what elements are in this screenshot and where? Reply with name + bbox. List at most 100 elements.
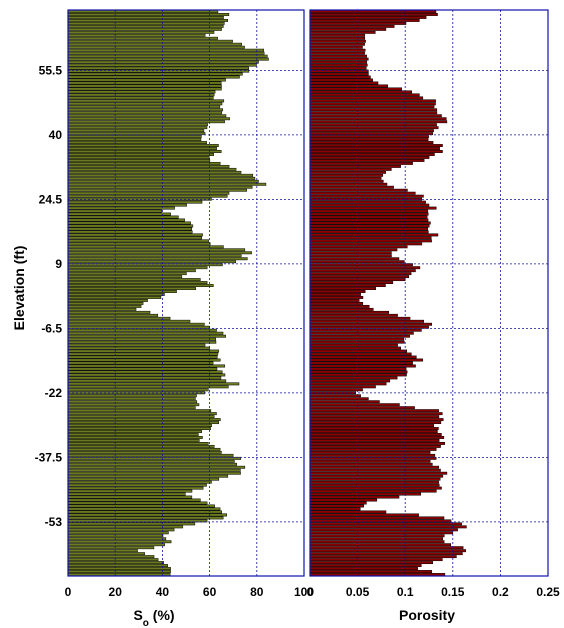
- saturation-bar: [67, 552, 145, 556]
- porosity-bar: [309, 409, 439, 413]
- porosity-bar: [309, 492, 422, 496]
- saturation-bar: [67, 138, 202, 142]
- porosity-bar: [309, 75, 371, 79]
- saturation-bar: [67, 543, 165, 547]
- saturation-bar: [67, 510, 222, 514]
- porosity-x-tick-label: 0.1: [397, 585, 414, 599]
- porosity-bar: [309, 33, 365, 37]
- saturation-bar: [67, 90, 216, 94]
- saturation-bar: [67, 45, 245, 49]
- saturation-bar: [67, 418, 221, 422]
- saturation-bar: [67, 260, 236, 264]
- porosity-bar: [309, 245, 408, 249]
- saturation-bar: [67, 206, 175, 210]
- porosity-bar: [309, 382, 387, 386]
- porosity-panel: 0 0.05 0.1 0.15 0.2 0.25: [307, 9, 560, 599]
- porosity-bar: [309, 552, 463, 556]
- porosity-bar: [309, 239, 432, 243]
- porosity-bar: [309, 123, 437, 127]
- saturation-x-tick-label: 0: [65, 585, 72, 599]
- porosity-bar: [309, 233, 439, 237]
- saturation-bar: [67, 397, 196, 401]
- saturation-bar: [67, 200, 203, 204]
- porosity-bar: [309, 391, 357, 395]
- saturation-bar: [67, 78, 226, 82]
- saturation-bar: [67, 462, 238, 466]
- porosity-bar: [309, 126, 439, 130]
- y-tick-label: 55.5: [39, 63, 63, 77]
- saturation-bar: [67, 156, 210, 159]
- saturation-bar: [67, 486, 204, 490]
- porosity-bar: [309, 436, 445, 439]
- porosity-frame: [309, 9, 549, 577]
- saturation-bar: [67, 173, 254, 177]
- porosity-bar: [309, 209, 429, 213]
- x-axis-label-saturation: So (%): [133, 607, 174, 628]
- porosity-bar: [309, 108, 438, 112]
- porosity-bar: [309, 418, 444, 422]
- porosity-bar: [309, 495, 400, 499]
- saturation-bar: [67, 495, 193, 499]
- porosity-bar: [309, 528, 458, 532]
- porosity-bar: [309, 573, 446, 576]
- porosity-bar: [309, 284, 386, 287]
- porosity-x-tick-label: 0.05: [346, 585, 370, 599]
- saturation-bar: [67, 346, 210, 350]
- porosity-x-tick-label: 0: [307, 585, 314, 599]
- saturation-bar: [67, 465, 246, 469]
- porosity-bar: [309, 525, 467, 529]
- porosity-x-tick-label: 0.25: [536, 585, 560, 599]
- saturation-bar: [67, 129, 205, 133]
- saturation-bar: [67, 269, 196, 273]
- porosity-bar: [309, 307, 374, 311]
- porosity-bar: [309, 453, 436, 457]
- porosity-bar: [309, 534, 445, 538]
- saturation-bar: [67, 349, 220, 353]
- saturation-bar: [67, 227, 193, 231]
- porosity-x-tick-label: 0.15: [441, 585, 465, 599]
- saturation-bar: [67, 27, 222, 31]
- saturation-bar: [67, 161, 221, 165]
- porosity-bar: [309, 87, 402, 91]
- saturation-bar: [67, 498, 201, 502]
- saturation-bar: [67, 284, 214, 287]
- porosity-bar: [309, 379, 391, 383]
- saturation-bar: [67, 13, 230, 16]
- porosity-bar: [309, 471, 448, 475]
- porosity-bar: [309, 346, 402, 350]
- saturation-bar: [67, 81, 222, 85]
- porosity-bar: [309, 397, 369, 401]
- y-tick-label: 40: [49, 128, 63, 142]
- porosity-bar: [309, 570, 433, 573]
- porosity-bar: [309, 179, 384, 183]
- saturation-bar: [67, 540, 172, 544]
- porosity-bar: [309, 433, 442, 436]
- porosity-bar: [309, 370, 408, 374]
- porosity-bar: [309, 483, 440, 487]
- porosity-bar: [309, 18, 420, 22]
- y-tick-label: -6.5: [41, 321, 62, 335]
- saturation-bar: [67, 313, 159, 317]
- oil-saturation-panel: 0 20 40 60 80 100: [65, 9, 314, 599]
- saturation-bar: [67, 275, 183, 279]
- saturation-bar: [67, 233, 203, 237]
- porosity-bar: [309, 546, 464, 550]
- porosity-bar: [309, 135, 429, 139]
- saturation-bar: [67, 75, 240, 79]
- saturation-bar: [67, 334, 226, 338]
- saturation-bar: [67, 447, 221, 451]
- saturation-bar: [67, 525, 184, 529]
- porosity-bar: [309, 331, 414, 335]
- saturation-bar: [67, 144, 219, 147]
- saturation-bar: [67, 84, 222, 88]
- porosity-bar: [309, 24, 395, 28]
- porosity-bar: [309, 427, 439, 430]
- saturation-x-tick-label: 60: [203, 585, 217, 599]
- y-tick-label: 24.5: [39, 192, 63, 206]
- porosity-bar: [309, 81, 379, 85]
- saturation-bar: [67, 182, 267, 186]
- porosity-bar: [309, 477, 441, 481]
- porosity-bar: [309, 355, 417, 359]
- saturation-bar: [67, 99, 225, 103]
- porosity-bar: [309, 510, 387, 514]
